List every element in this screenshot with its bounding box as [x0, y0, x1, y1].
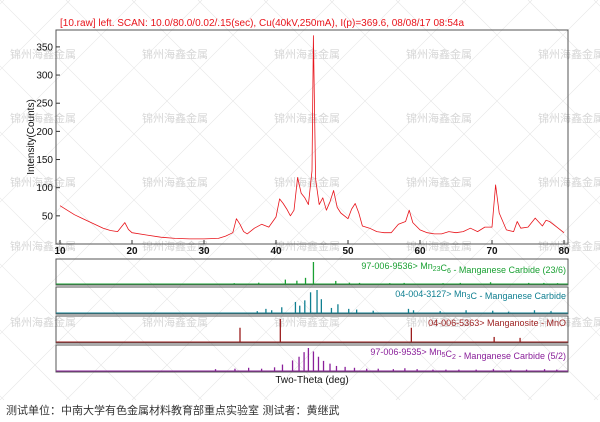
watermark-line	[329, 129, 600, 401]
chart-title: [10.raw] left. SCAN: 10.0/80.0/0.02/.15(…	[60, 18, 464, 29]
watermark-line	[0, 0, 203, 203]
watermark-text: 锦州海鑫金属	[538, 47, 600, 61]
y-tick-label: 50	[42, 211, 54, 222]
watermark-text: 锦州海鑫金属	[406, 111, 472, 125]
watermark-text: 锦州海鑫金属	[538, 315, 600, 329]
reference-label: 97-006-9536> Mn23C6 - Manganese Carbide …	[361, 261, 566, 275]
watermark-text: 锦州海鑫金属	[274, 47, 340, 61]
watermark-text: 锦州海鑫金属	[10, 175, 76, 189]
watermark-line	[0, 329, 71, 401]
watermark-text: 锦州海鑫金属	[142, 47, 208, 61]
x-axis-ticks: 10 20 30 40 50 60 70 80	[54, 240, 570, 257]
x-tick-label: 20	[126, 246, 138, 257]
watermark-text: 锦州海鑫金属	[406, 239, 472, 253]
reference-panel-4: 97-006-9535> Mn5C2 - Manganese Carbide (…	[55, 344, 569, 373]
formula-subscript: 2	[452, 354, 456, 361]
watermark-text: 锦州海鑫金属	[406, 315, 472, 329]
watermark-line	[461, 0, 600, 139]
watermark-text: 锦州海鑫金属	[406, 175, 472, 189]
reference-panel-3: 04-006-5363> Manganosite - MnO	[55, 315, 569, 344]
reference-panel-frame	[55, 344, 569, 373]
x-axis-label: Two-Theta (deg)	[275, 375, 348, 386]
watermark-text: 锦州海鑫金属	[10, 111, 76, 125]
y-tick-label: 350	[36, 42, 53, 53]
watermark-line	[527, 327, 600, 401]
formula-subscript: 23	[433, 266, 441, 273]
reference-patterns: 97-006-9536> Mn23C6 - Manganese Carbide …	[55, 258, 569, 373]
watermark-text: 锦州海鑫金属	[274, 239, 340, 253]
watermark-text: 锦州海鑫金属	[142, 175, 208, 189]
main-plot-frame	[55, 29, 569, 245]
watermark-line	[0, 0, 71, 71]
x-tick-label: 70	[486, 246, 498, 257]
reference-panel-frame	[55, 286, 569, 315]
x-tick-label: 80	[558, 246, 570, 257]
label-part: 04-006-5363> Manganosite - MnO	[428, 318, 566, 328]
reference-panel-2: 04-004-3127> Mn3C - Manganese Carbide	[55, 286, 569, 315]
watermark-text: 锦州海鑫金属	[142, 111, 208, 125]
label-part: - Manganese Carbide (5/2)	[456, 351, 566, 361]
watermark-text: 锦州海鑫金属	[142, 315, 208, 329]
y-axis-ticks: 50 100 150 200 250 300 350	[36, 42, 60, 222]
watermark-text: 锦州海鑫金属	[10, 315, 76, 329]
watermark-line	[0, 0, 401, 401]
watermark-text: 锦州海鑫金属	[10, 47, 76, 61]
watermark-line	[527, 0, 600, 73]
y-tick-label: 200	[36, 127, 53, 138]
watermark-text: 锦州海鑫金属	[406, 47, 472, 61]
watermark-text: 锦州海鑫金属	[274, 111, 340, 125]
reference-label: 04-006-5363> Manganosite - MnO	[428, 318, 566, 328]
watermark-line	[263, 63, 600, 401]
label-part: - Manganese Carbide (23/6)	[451, 265, 566, 275]
watermark-line	[131, 0, 533, 401]
label-part: 97-006-9536> Mn	[361, 261, 432, 271]
watermark-line	[0, 0, 335, 335]
diffraction-pattern-line	[59, 35, 565, 240]
watermark-line	[461, 261, 600, 401]
y-tick-label: 150	[36, 155, 53, 166]
x-tick-label: 50	[342, 246, 354, 257]
watermark-text: 锦州海鑫金属	[274, 175, 340, 189]
watermark-line	[0, 0, 269, 269]
watermark-line	[0, 263, 137, 401]
reference-panel-frame	[55, 258, 569, 286]
watermark-line	[395, 195, 600, 401]
reference-label: 97-006-9535> Mn5C2 - Manganese Carbide (…	[370, 347, 566, 361]
test-unit-caption: 测试单位：中南大学有色金属材料教育部重点实验室 测试者：黄继武	[6, 404, 340, 417]
y-tick-label: 300	[36, 71, 53, 82]
x-tick-label: 30	[198, 246, 210, 257]
x-tick-label: 60	[414, 246, 426, 257]
reference-panel-frame	[55, 315, 569, 344]
watermark-line	[65, 0, 467, 401]
reference-label: 04-004-3127> Mn3C - Manganese Carbide	[395, 289, 566, 301]
label-part: C	[470, 291, 477, 301]
y-tick-label: 100	[36, 183, 53, 194]
y-axis-label: Intensity(Counts)	[26, 99, 37, 175]
formula-subscript: 6	[447, 268, 451, 275]
watermark-text: 锦州海鑫金属	[538, 111, 600, 125]
label-part: C	[446, 349, 453, 359]
y-tick-label: 250	[36, 99, 53, 110]
watermark-text: 锦州海鑫金属	[538, 175, 600, 189]
watermark-line	[197, 0, 599, 401]
reference-panel-1: 97-006-9536> Mn23C6 - Manganese Carbide …	[55, 258, 569, 286]
x-tick-label: 10	[54, 246, 66, 257]
watermark-text: 锦州海鑫金属	[274, 315, 340, 329]
watermark-text: 锦州海鑫金属	[142, 239, 208, 253]
x-tick-label: 40	[270, 246, 282, 257]
label-part: 97-006-9535> Mn	[370, 347, 441, 357]
formula-subscript: 3	[467, 294, 471, 301]
label-part: C	[441, 263, 448, 273]
watermark-line	[0, 0, 137, 137]
formula-subscript: 5	[442, 352, 446, 359]
label-part: - Manganese Carbide	[477, 291, 566, 301]
label-part: 04-004-3127> Mn	[395, 289, 466, 299]
